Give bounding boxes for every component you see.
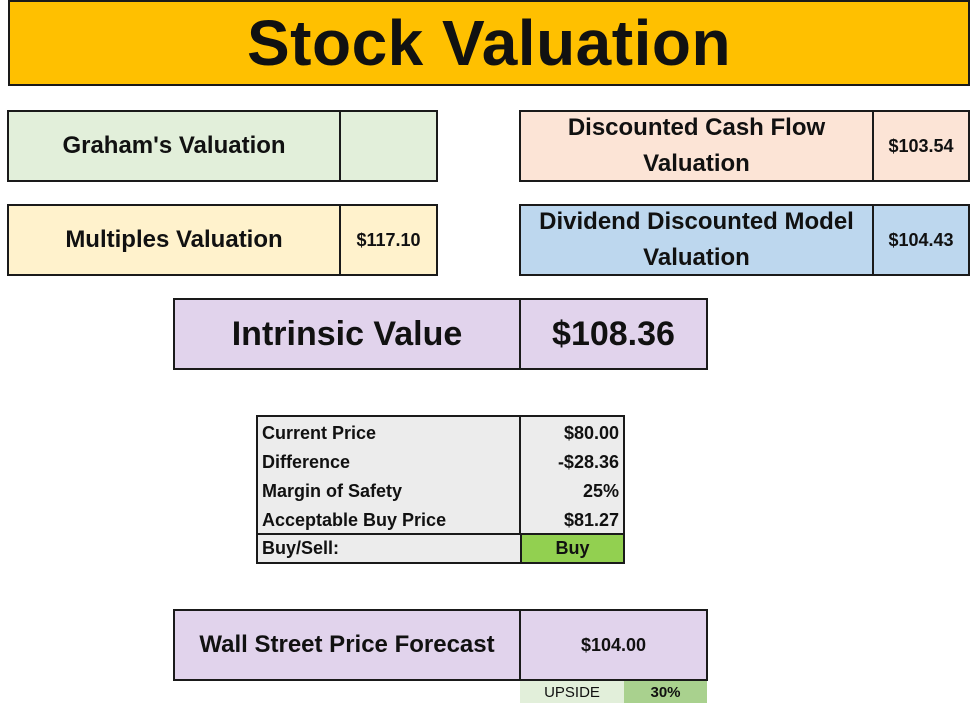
dcf-label-line2: Valuation bbox=[643, 150, 750, 177]
difference-value[interactable]: -$28.36 bbox=[557, 452, 619, 472]
table-row: Margin of Safety 25% bbox=[258, 477, 623, 506]
intrinsic-value-value[interactable]: $108.36 bbox=[519, 298, 708, 370]
upside-label: UPSIDE bbox=[520, 681, 624, 703]
metrics-divider bbox=[519, 417, 521, 533]
acceptable-buy-price-label: Acceptable Buy Price bbox=[262, 510, 447, 530]
dcf-label-line1: Discounted Cash Flow bbox=[567, 114, 826, 141]
dcf-valuation-label: Discounted Cash Flow Valuation bbox=[519, 110, 874, 182]
forecast-label: Wall Street Price Forecast bbox=[173, 609, 521, 681]
graham-valuation-value[interactable] bbox=[339, 110, 438, 182]
multiples-valuation-label: Multiples Valuation bbox=[7, 204, 341, 276]
dcf-valuation-value[interactable]: $103.54 bbox=[872, 110, 970, 182]
table-row: Acceptable Buy Price $81.27 bbox=[258, 506, 623, 535]
ddm-label-line2: Valuation bbox=[643, 244, 750, 271]
page-title: Stock Valuation bbox=[8, 0, 970, 86]
decision-row: Buy/Sell: Buy bbox=[258, 533, 623, 562]
table-row: Current Price $80.00 bbox=[258, 419, 623, 448]
upside-value[interactable]: 30% bbox=[624, 681, 707, 703]
margin-of-safety-value[interactable]: 25% bbox=[582, 481, 619, 501]
ddm-valuation-label: Dividend Discounted Model Valuation bbox=[519, 204, 874, 276]
decision-label: Buy/Sell: bbox=[262, 538, 340, 558]
forecast-value[interactable]: $104.00 bbox=[519, 609, 708, 681]
difference-label: Difference bbox=[262, 452, 351, 472]
ddm-label-line1: Dividend Discounted Model bbox=[539, 208, 854, 235]
ddm-valuation-value[interactable]: $104.43 bbox=[872, 204, 970, 276]
table-row: Difference -$28.36 bbox=[258, 448, 623, 477]
intrinsic-value-label: Intrinsic Value bbox=[173, 298, 521, 370]
metrics-table: Current Price $80.00 Difference -$28.36 … bbox=[256, 415, 625, 564]
graham-valuation-label: Graham's Valuation bbox=[7, 110, 341, 182]
current-price-label: Current Price bbox=[262, 423, 377, 443]
decision-value[interactable]: Buy bbox=[520, 535, 623, 562]
current-price-value[interactable]: $80.00 bbox=[563, 423, 619, 443]
acceptable-buy-price-value[interactable]: $81.27 bbox=[563, 510, 619, 530]
margin-of-safety-label: Margin of Safety bbox=[262, 481, 403, 501]
multiples-valuation-value[interactable]: $117.10 bbox=[339, 204, 438, 276]
